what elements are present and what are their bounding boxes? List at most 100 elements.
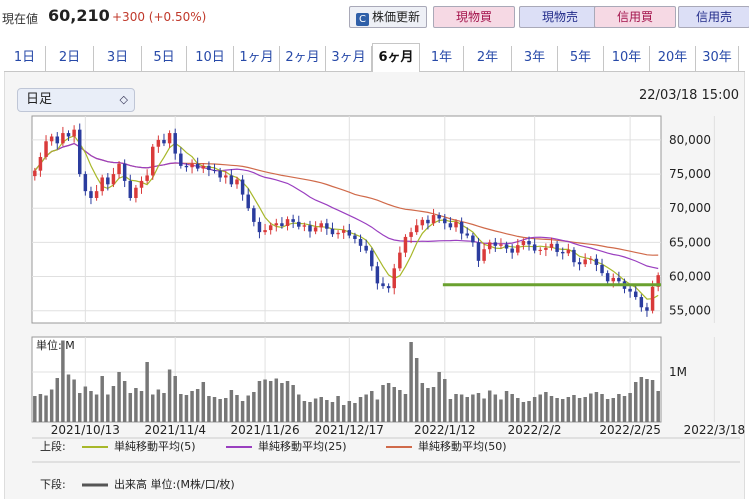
candle-body <box>274 223 279 226</box>
current-price-label: 現在値 <box>2 12 39 26</box>
tab-10[interactable]: 2年 <box>464 46 512 72</box>
candle-body <box>257 221 262 233</box>
volume-bar <box>252 392 256 422</box>
candle-body <box>145 175 149 181</box>
candle-body <box>398 252 402 269</box>
tab-15[interactable]: 30年 <box>696 46 739 72</box>
candle-body <box>122 163 127 181</box>
volume-bar <box>482 398 486 422</box>
candle-body <box>66 133 71 137</box>
price-header: 現在値 60,210 +300 (+0.50%) C 株価更新 現物買 現物売 信… <box>0 0 749 36</box>
candle-body <box>106 177 110 185</box>
volume-bar <box>381 385 385 422</box>
tab-5[interactable]: 1ヶ月 <box>234 46 280 72</box>
candle-body <box>437 215 441 219</box>
volume-bar <box>151 394 155 422</box>
candle-body <box>139 180 144 188</box>
candle-body <box>633 291 638 298</box>
volume-bar <box>100 376 104 422</box>
tab-1[interactable]: 2日 <box>46 46 94 72</box>
chart-type-select[interactable]: 日足 ◇ <box>17 88 135 112</box>
volume-bar <box>195 389 200 422</box>
candle-body <box>313 227 318 232</box>
candle-body <box>285 219 290 226</box>
volume-bar <box>403 394 408 422</box>
volume-bar <box>600 394 604 422</box>
candle-body <box>72 129 76 137</box>
volume-bar <box>589 393 593 422</box>
candle-body <box>544 247 548 250</box>
volume-bar <box>308 402 312 422</box>
candle-body <box>190 163 194 168</box>
candle-body <box>443 218 447 224</box>
volume-bar <box>240 401 245 422</box>
tab-14[interactable]: 20年 <box>650 46 696 72</box>
tab-2[interactable]: 3日 <box>94 46 142 72</box>
volume-bar <box>443 379 447 422</box>
volume-bar <box>139 391 144 422</box>
ma25-line <box>34 142 659 270</box>
volume-bar <box>55 378 60 422</box>
volume-bar <box>83 386 88 422</box>
volume-bar <box>583 397 587 422</box>
cash-sell-button[interactable]: 現物売 <box>519 6 601 28</box>
volume-bar <box>521 402 526 422</box>
candle-body <box>55 136 60 144</box>
x-tick-label: 2022/2/2 <box>508 423 562 437</box>
candle-body <box>364 245 368 251</box>
tab-4[interactable]: 10日 <box>187 46 234 72</box>
candle-body <box>358 238 363 246</box>
candle-body <box>201 165 206 169</box>
volume-bar <box>650 380 655 422</box>
volume-bar <box>398 390 402 422</box>
volume-bar <box>235 395 239 422</box>
candle-body <box>392 268 396 289</box>
x-tick-label: 2021/11/26 <box>230 423 299 437</box>
volume-bar <box>353 403 357 422</box>
candle-body <box>100 177 104 192</box>
candle-body <box>611 277 616 282</box>
volume-bar <box>313 398 318 422</box>
refresh-price-button[interactable]: C 株価更新 <box>349 6 427 28</box>
tab-9[interactable]: 1年 <box>420 46 464 72</box>
price-tick-label: 65,000 <box>669 235 711 249</box>
candle-body <box>386 286 391 289</box>
candle-body <box>403 236 408 253</box>
candle-body <box>61 133 65 144</box>
tab-3[interactable]: 5日 <box>142 46 187 72</box>
volume-bar <box>257 381 262 422</box>
x-tick-label: 2022/3/18 <box>684 423 746 437</box>
price-tick-label: 60,000 <box>669 270 711 284</box>
tab-11[interactable]: 3年 <box>512 46 558 72</box>
margin-sell-button[interactable]: 信用売 <box>678 6 749 28</box>
tab-6[interactable]: 2ヶ月 <box>280 46 326 72</box>
margin-buy-button[interactable]: 信用買 <box>594 6 676 28</box>
tab-8[interactable]: 6ヶ月 <box>372 43 420 73</box>
candle-body <box>218 170 222 178</box>
candle-body <box>325 223 329 229</box>
candle-body <box>409 232 413 237</box>
candle-body <box>476 242 481 261</box>
volume-bar <box>465 397 469 422</box>
candle-body <box>229 175 234 185</box>
volume-bar <box>622 396 627 422</box>
volume-bar <box>605 399 610 422</box>
candle-body <box>156 139 161 147</box>
tab-13[interactable]: 10年 <box>604 46 650 72</box>
candle-body <box>134 187 138 198</box>
tab-0[interactable]: 1日 <box>4 46 46 72</box>
candle-body <box>308 225 312 232</box>
cash-buy-button[interactable]: 現物買 <box>433 6 515 28</box>
candle-body <box>268 225 273 231</box>
volume-bar <box>633 382 638 422</box>
volume-bar <box>437 372 441 422</box>
candle-body <box>499 244 503 246</box>
volume-bar <box>656 391 660 422</box>
candle-body <box>77 129 82 175</box>
candle-body <box>600 264 604 274</box>
candle-body <box>650 286 655 311</box>
tab-7[interactable]: 3ヶ月 <box>326 46 372 72</box>
candle-body <box>639 297 644 308</box>
tab-12[interactable]: 5年 <box>558 46 604 72</box>
price-change: +300 (+0.50%) <box>112 10 207 24</box>
